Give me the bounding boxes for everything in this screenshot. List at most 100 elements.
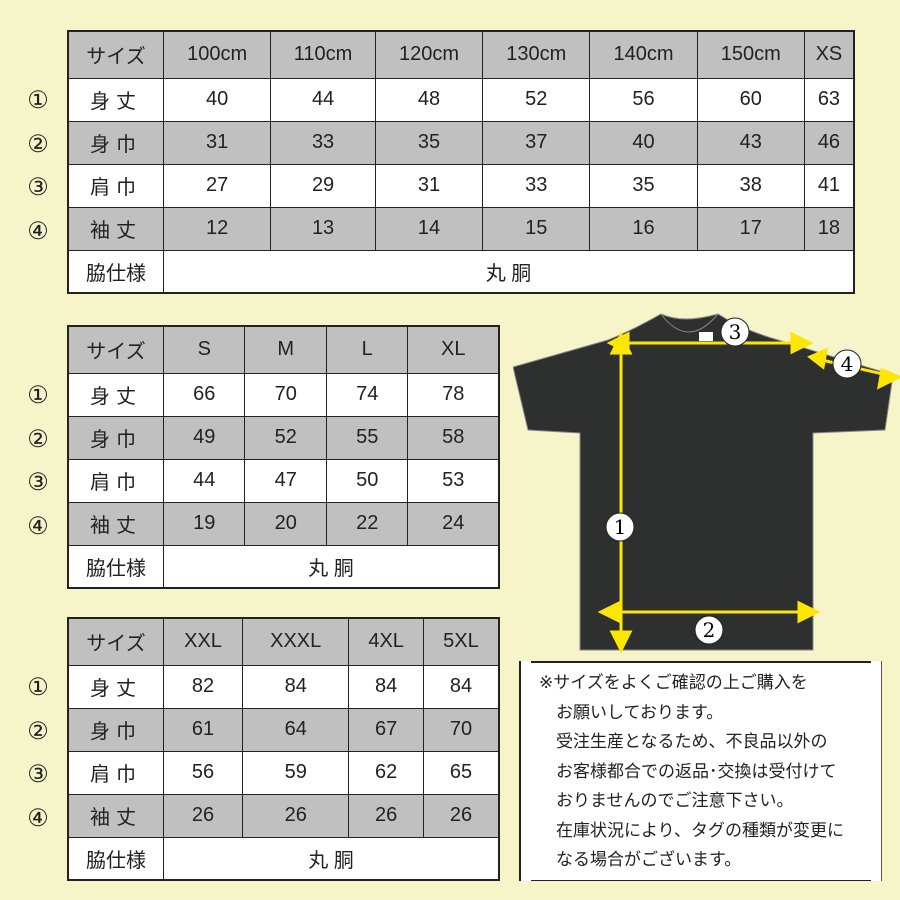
svg-text:4: 4 xyxy=(841,352,854,376)
tshirt-measurement-diagram: 1 2 3 4 xyxy=(513,313,900,654)
side-spec-label: 脇仕様 xyxy=(67,249,164,294)
size-header: S xyxy=(162,325,246,374)
cell-value: 49 xyxy=(162,415,246,460)
circled-number-3: ③ xyxy=(27,468,49,496)
row-label: 袖丈 xyxy=(67,501,164,546)
cell-value: 63 xyxy=(803,77,855,122)
cell-value: 46 xyxy=(803,120,855,165)
cell-value: 18 xyxy=(803,206,855,251)
marker-4: 4 xyxy=(832,349,862,379)
cell-value: 33 xyxy=(482,163,591,208)
cell-value: 50 xyxy=(325,458,409,503)
cell-value: 61 xyxy=(162,707,244,752)
circled-number-1: ① xyxy=(27,673,49,701)
cell-value: 53 xyxy=(407,458,500,503)
table-row: 袖丈 26 26 26 26 xyxy=(67,793,500,838)
cell-value: 26 xyxy=(348,793,424,838)
row-label: 肩巾 xyxy=(67,163,164,208)
circled-number-4: ④ xyxy=(27,511,49,540)
side-spec-value: 丸 胴 xyxy=(163,544,500,589)
table-row: 身丈 40 44 48 52 56 60 63 xyxy=(67,77,855,122)
tag-icon xyxy=(699,332,713,341)
cell-value: 60 xyxy=(696,77,805,122)
cell-value: 58 xyxy=(407,415,500,460)
size-header: 140cm xyxy=(589,30,698,79)
table-row: 袖丈 12 13 14 15 16 17 18 xyxy=(67,206,855,251)
size-table-s-xl: サイズ S M L XL 身丈 66 70 74 78 身巾 49 52 55 58 肩巾 44 47 50 53 袖丈… xyxy=(67,325,500,589)
size-header: XXXL xyxy=(242,617,350,666)
row-label: 袖丈 xyxy=(67,793,164,838)
circled-number-3: ③ xyxy=(27,173,49,201)
side-spec-label: 脇仕様 xyxy=(67,544,164,589)
cell-value: 19 xyxy=(162,501,246,546)
size-header: 100cm xyxy=(162,30,272,79)
table-row: 肩巾 56 59 62 65 xyxy=(67,750,500,795)
size-label-header: サイズ xyxy=(67,325,164,374)
row-label: 袖丈 xyxy=(67,206,164,251)
circled-number-2: ② xyxy=(27,129,49,158)
notes-box: ※サイズをよくご確認の上ご購入を お願いしております。 受注生産となるため、不良… xyxy=(519,661,882,881)
size-label-header: サイズ xyxy=(67,30,164,79)
cell-value: 27 xyxy=(162,163,272,208)
marker-3: 3 xyxy=(720,317,750,347)
size-header: M xyxy=(244,325,327,374)
table-row: 身巾 61 64 67 70 xyxy=(67,707,500,752)
cell-value: 20 xyxy=(244,501,327,546)
cell-value: 48 xyxy=(374,77,484,122)
circled-number-1: ① xyxy=(27,86,49,114)
cell-value: 16 xyxy=(589,206,698,251)
cell-value: 84 xyxy=(422,664,500,709)
marker-2: 2 xyxy=(694,615,724,645)
header-row: サイズ XXL XXXL 4XL 5XL xyxy=(67,617,500,666)
cell-value: 47 xyxy=(244,458,327,503)
svg-text:3: 3 xyxy=(729,320,742,344)
size-table-xxl-5xl: サイズ XXL XXXL 4XL 5XL 身丈 82 84 84 84 身巾 61 64 67 70 肩巾 56… xyxy=(67,617,500,881)
table-row: 身巾 31 33 35 37 40 43 46 xyxy=(67,120,855,165)
row-label: 身丈 xyxy=(67,77,164,122)
side-spec-label: 脇仕様 xyxy=(67,836,164,881)
circled-number-4: ④ xyxy=(27,803,49,832)
size-header: 150cm xyxy=(696,30,805,79)
cell-value: 12 xyxy=(162,206,272,251)
cell-value: 59 xyxy=(242,750,350,795)
table-row: 袖丈 19 20 22 24 xyxy=(67,501,500,546)
cell-value: 78 xyxy=(407,372,500,417)
table-row: 身巾 49 52 55 58 xyxy=(67,415,500,460)
marker-1: 1 xyxy=(605,512,635,542)
size-header: 4XL xyxy=(348,617,424,666)
table-row: 肩巾 44 47 50 53 xyxy=(67,458,500,503)
cell-value: 62 xyxy=(348,750,424,795)
cell-value: 70 xyxy=(244,372,327,417)
size-label-header: サイズ xyxy=(67,617,164,666)
cell-value: 74 xyxy=(325,372,409,417)
cell-value: 67 xyxy=(348,707,424,752)
cell-value: 66 xyxy=(162,372,246,417)
cell-value: 64 xyxy=(242,707,350,752)
side-spec-value: 丸 胴 xyxy=(163,836,500,881)
cell-value: 22 xyxy=(325,501,409,546)
cell-value: 37 xyxy=(482,120,591,165)
circled-number-2: ② xyxy=(27,716,49,745)
cell-value: 26 xyxy=(422,793,500,838)
circled-number-2: ② xyxy=(27,424,49,453)
cell-value: 41 xyxy=(803,163,855,208)
cell-value: 40 xyxy=(162,77,272,122)
row-label: 身丈 xyxy=(67,372,164,417)
notes-text: ※サイズをよくご確認の上ご購入を お願いしております。 受注生産となるため、不良… xyxy=(539,673,844,870)
cell-value: 24 xyxy=(407,501,500,546)
size-header: 130cm xyxy=(482,30,591,79)
cell-value: 52 xyxy=(482,77,591,122)
svg-text:1: 1 xyxy=(614,515,627,539)
size-header: XL xyxy=(407,325,500,374)
size-header: 120cm xyxy=(374,30,484,79)
side-spec-row: 脇仕様丸 胴 xyxy=(67,544,500,589)
cell-value: 55 xyxy=(325,415,409,460)
row-label: 身巾 xyxy=(67,415,164,460)
cell-value: 56 xyxy=(589,77,698,122)
cell-value: 35 xyxy=(589,163,698,208)
cell-value: 35 xyxy=(374,120,484,165)
cell-value: 38 xyxy=(696,163,805,208)
cell-value: 70 xyxy=(422,707,500,752)
side-spec-value: 丸 胴 xyxy=(163,249,855,294)
size-table-kids: サイズ 100cm 110cm 120cm 130cm 140cm 150cm XS 身丈 40 4… xyxy=(67,30,855,294)
